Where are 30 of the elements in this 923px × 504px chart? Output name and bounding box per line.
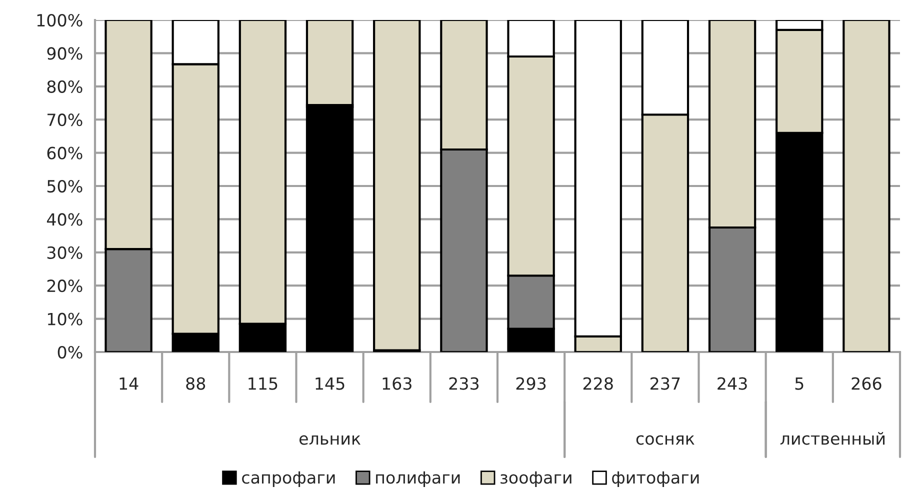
legend-label: сапрофаги bbox=[242, 471, 335, 487]
x-tick-label: 163 bbox=[382, 377, 412, 390]
y-tick-label: 0% bbox=[58, 346, 82, 359]
x-tick-label: 293 bbox=[516, 377, 546, 390]
y-tick-label: 70% bbox=[48, 114, 82, 126]
y-tick-label: 10% bbox=[48, 312, 82, 326]
y-tick-label: 30% bbox=[47, 246, 82, 259]
x-tick-label: 115 bbox=[248, 377, 278, 390]
x-tick-label: 145 bbox=[316, 377, 344, 390]
legend-label: фитофаги bbox=[612, 471, 699, 487]
y-tick-label: 50% bbox=[47, 180, 82, 193]
x-tick-label: 5 bbox=[795, 377, 804, 390]
x-tick-label: 233 bbox=[449, 377, 479, 390]
text: ельник bbox=[299, 435, 360, 445]
text: лиственный bbox=[780, 432, 885, 445]
x-tick-label: 237 bbox=[650, 377, 680, 390]
y-tick-label: 100% bbox=[37, 14, 82, 27]
text: сосняк bbox=[636, 435, 694, 445]
legend-label: зоофаги bbox=[500, 471, 572, 487]
x-tick-label: 228 bbox=[583, 377, 613, 390]
y-tick-label: 60% bbox=[47, 146, 82, 160]
y-tick-label: 90% bbox=[47, 47, 82, 60]
x-tick-label: 14 bbox=[120, 377, 138, 390]
x-tick-label: 88 bbox=[186, 377, 206, 390]
x-tick-label: 243 bbox=[718, 377, 747, 390]
y-tick-label: 80% bbox=[47, 80, 82, 93]
legend-label: полифаги bbox=[376, 471, 460, 487]
y-tick-label: 40% bbox=[46, 213, 82, 226]
y-tick-label: 20% bbox=[47, 280, 82, 292]
x-tick-label: 266 bbox=[852, 377, 882, 390]
